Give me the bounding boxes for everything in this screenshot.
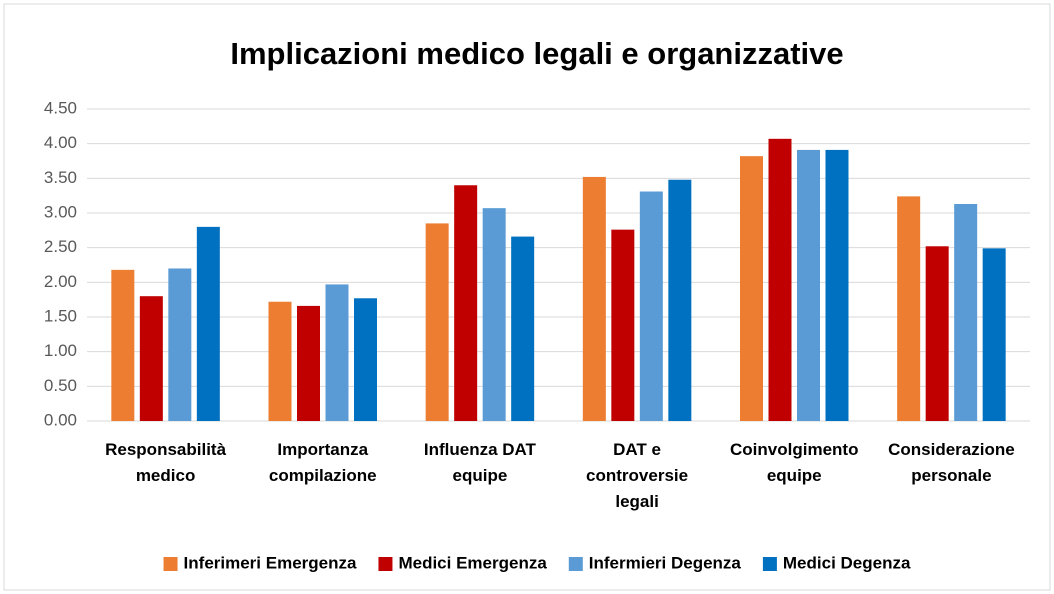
y-tick-label: 2.50 (44, 237, 77, 256)
x-tick-label: Importanza compilazione (268, 440, 377, 485)
bar (454, 185, 478, 421)
bar (168, 268, 192, 421)
legend-label: Inferimeri Emergenza (184, 553, 357, 572)
x-tick-label: Considerazione personale (888, 440, 1015, 485)
x-tick-label: Coinvolgimento equipe (730, 440, 859, 485)
bar (196, 226, 220, 421)
y-tick-label: 4.50 (44, 98, 77, 117)
bar (982, 248, 1006, 421)
legend-label: Medici Degenza (783, 553, 911, 572)
legend-label: Infermieri Degenza (589, 553, 742, 572)
bar (768, 138, 792, 421)
bar (139, 296, 163, 421)
bar (611, 229, 635, 421)
bar (111, 269, 135, 421)
bar (954, 203, 978, 421)
legend-swatch (568, 557, 583, 571)
bar (797, 149, 820, 421)
x-tick-label: Responsabilità medico (105, 440, 227, 485)
y-tick-label: 0.00 (44, 410, 77, 429)
chart-title: Implicazioni medico legali e organizzati… (230, 36, 843, 71)
x-tick-label: Influenza DAT equipe (423, 440, 536, 485)
bar (268, 301, 292, 421)
y-tick-label: 3.50 (44, 168, 77, 187)
x-tick-label: DAT e controversie legali (586, 440, 689, 511)
legend-label: Medici Emergenza (398, 553, 547, 572)
bar (425, 223, 449, 421)
bar (897, 196, 921, 421)
y-tick-label: 4.00 (44, 133, 77, 152)
y-tick-label: 2.00 (44, 272, 77, 291)
y-tick-label: 3.00 (44, 202, 77, 221)
bar (297, 305, 320, 421)
bar (482, 208, 506, 421)
bar (354, 298, 377, 421)
y-tick-label: 1.00 (44, 341, 77, 360)
legend-swatch (163, 557, 178, 571)
bar (925, 246, 949, 421)
bar (639, 191, 663, 421)
legend-swatch (378, 557, 393, 571)
bar (325, 284, 349, 421)
bar (825, 149, 849, 421)
bar (582, 176, 606, 421)
y-tick-label: 1.50 (44, 306, 77, 325)
bar (511, 236, 535, 421)
bar (740, 156, 763, 421)
bar (668, 179, 692, 421)
y-tick-label: 0.50 (44, 376, 77, 395)
legend-swatch (762, 557, 777, 571)
